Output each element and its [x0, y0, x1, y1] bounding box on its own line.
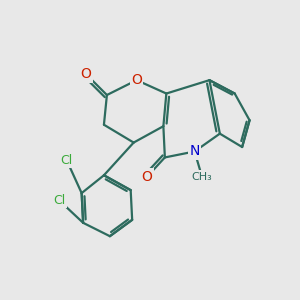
Text: O: O: [81, 67, 92, 81]
Text: O: O: [142, 170, 152, 184]
Text: Cl: Cl: [61, 154, 73, 167]
Text: N: N: [189, 145, 200, 158]
Text: O: O: [131, 73, 142, 87]
Text: Cl: Cl: [53, 194, 65, 207]
Text: CH₃: CH₃: [192, 172, 212, 182]
